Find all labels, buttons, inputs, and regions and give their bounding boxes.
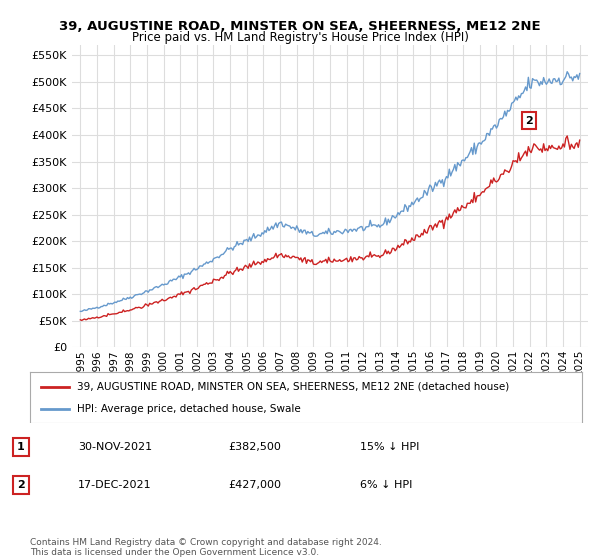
Text: 2: 2 (17, 480, 25, 491)
Text: 2: 2 (525, 116, 533, 125)
Text: Contains HM Land Registry data © Crown copyright and database right 2024.
This d: Contains HM Land Registry data © Crown c… (30, 538, 382, 557)
Text: 15% ↓ HPI: 15% ↓ HPI (360, 442, 419, 452)
Text: 30-NOV-2021: 30-NOV-2021 (78, 442, 152, 452)
Text: Price paid vs. HM Land Registry's House Price Index (HPI): Price paid vs. HM Land Registry's House … (131, 31, 469, 44)
Text: £382,500: £382,500 (228, 442, 281, 452)
Text: HPI: Average price, detached house, Swale: HPI: Average price, detached house, Swal… (77, 404, 301, 414)
Text: 39, AUGUSTINE ROAD, MINSTER ON SEA, SHEERNESS, ME12 2NE: 39, AUGUSTINE ROAD, MINSTER ON SEA, SHEE… (59, 20, 541, 32)
Text: 1: 1 (17, 442, 25, 452)
Text: 6% ↓ HPI: 6% ↓ HPI (360, 480, 412, 491)
Text: £427,000: £427,000 (228, 480, 281, 491)
Text: 39, AUGUSTINE ROAD, MINSTER ON SEA, SHEERNESS, ME12 2NE (detached house): 39, AUGUSTINE ROAD, MINSTER ON SEA, SHEE… (77, 381, 509, 391)
Text: 17-DEC-2021: 17-DEC-2021 (78, 480, 152, 491)
